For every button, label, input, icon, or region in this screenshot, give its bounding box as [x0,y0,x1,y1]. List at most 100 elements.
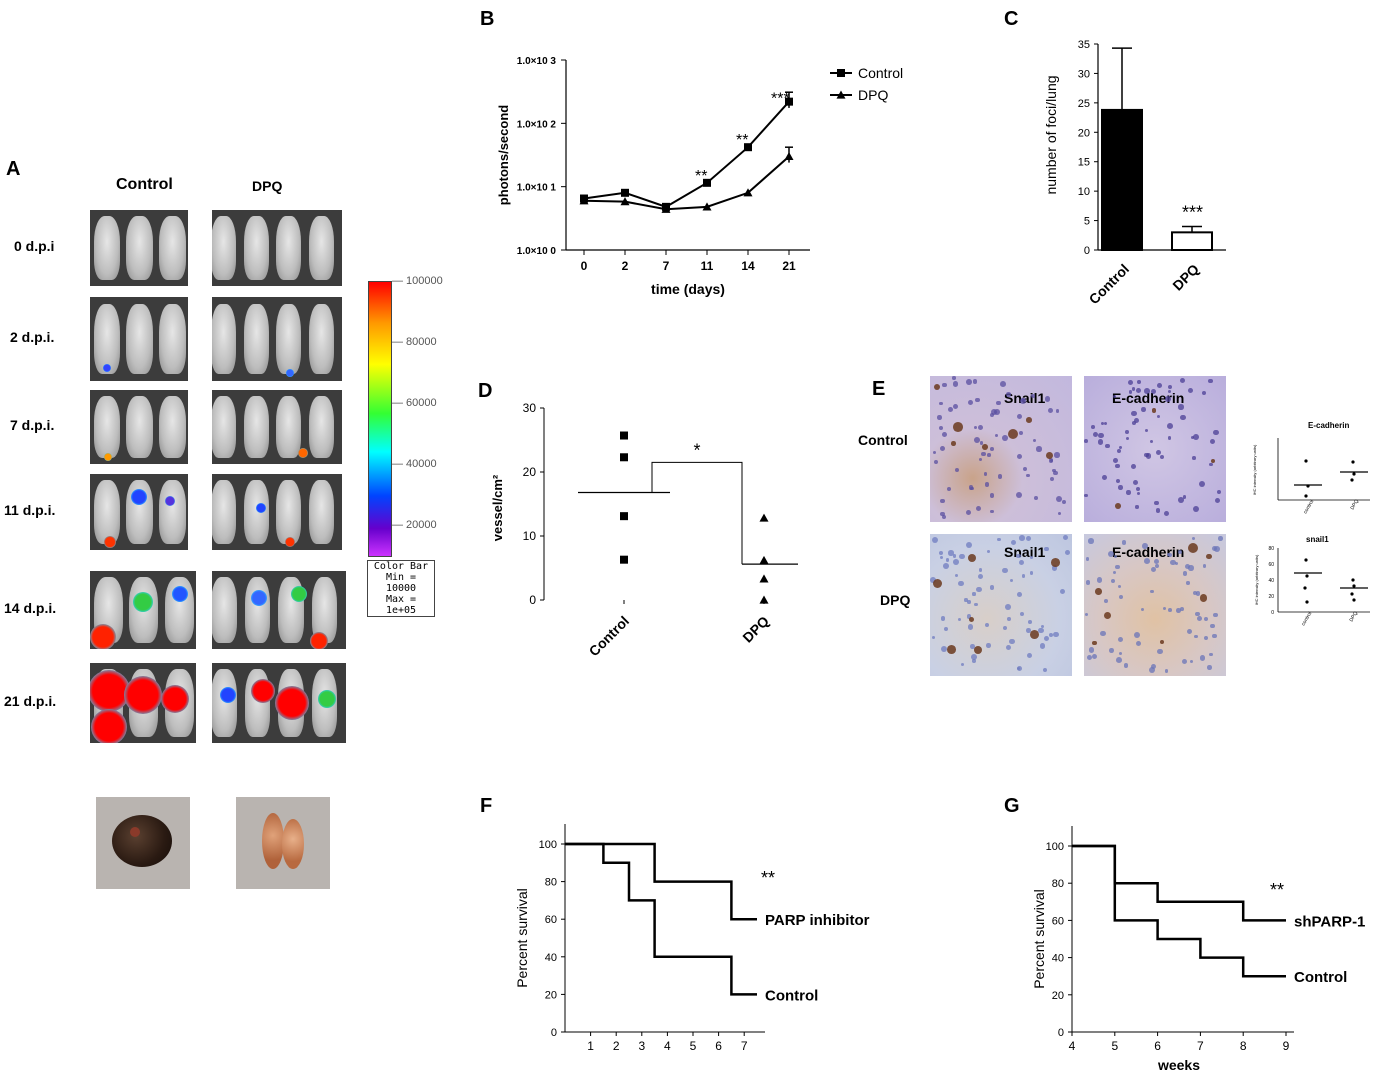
cell-nucleus [1150,663,1157,669]
cell-nucleus [997,474,1002,479]
c-category-label: Control [1086,261,1133,308]
mouse-image-control [90,571,196,649]
cell-nucleus [1117,449,1121,453]
cell-nucleus [1019,397,1026,404]
mouse [158,216,186,280]
cell-nucleus [1006,392,1011,397]
colorbar-caption-max: Max = 1e+05 [385,594,417,616]
colorbar-tick: — 40000 [392,458,437,470]
cell-nucleus [959,553,966,560]
cell-nucleus [1150,440,1154,444]
cell-nucleus [1202,564,1207,568]
lung-photo-dpq [236,797,330,889]
cell-nucleus [972,592,976,596]
cell-nucleus [1041,625,1045,629]
cell-nucleus [1182,571,1188,576]
cell-nucleus [1104,598,1108,603]
cell-nucleus [1112,394,1116,398]
panel-d-chart: 0 10 20 30 vessel/cm² Control DPQ * [490,401,798,659]
luminescence-signal [285,537,295,548]
b-point-control [744,143,752,152]
mini-snail-ytick: 20 [1268,594,1274,600]
cell-nucleus [1053,470,1058,476]
d-point-control [620,453,628,462]
cell-nucleus [978,458,982,462]
d-ytick-label: 10 [523,529,537,543]
cell-nucleus [1118,445,1123,449]
cell-nucleus [1180,414,1186,421]
mini-snail-ytick: 80 [1268,546,1274,552]
d-significance: * [693,440,700,460]
cell-nucleus [943,562,949,569]
cell-nucleus [976,586,982,593]
luminescence-signal [131,488,147,505]
cell-nucleus [964,598,968,602]
brown-stain [951,440,956,446]
mouse-image-dpq [212,390,342,464]
luminescence-signal [103,536,116,549]
cell-nucleus [1201,390,1207,396]
mouse-image-control [90,474,188,550]
cell-nucleus [972,379,978,384]
brown-stain [1188,542,1199,554]
cell-nucleus [1144,558,1150,564]
panel-a-row-label: 11 d.p.i. [4,502,56,518]
luminescence-signal [90,670,131,712]
cell-nucleus [1101,475,1107,480]
panel-a-letter: A [6,158,21,180]
cell-nucleus [1177,497,1184,504]
curve-label: Control [1294,969,1347,986]
cell-nucleus [1063,534,1069,540]
b-point-control [703,178,711,187]
cell-nucleus [1191,537,1195,541]
cell-nucleus [1209,438,1215,445]
d-point-dpq [759,574,769,583]
b-series-line-Control [583,100,790,208]
cell-nucleus [1168,553,1173,558]
cell-nucleus [1170,559,1176,565]
cell-nucleus [1159,455,1164,460]
cell-nucleus [940,499,945,504]
cell-nucleus [967,624,974,630]
cell-nucleus [990,509,994,514]
panel-a-row-label: 14 d.p.i. [4,600,57,616]
b-significance: *** [771,91,790,108]
cell-nucleus [1016,413,1023,419]
cell-nucleus [1175,607,1181,613]
mouse [243,480,269,544]
significance: ** [1270,880,1284,900]
cell-nucleus [1029,571,1033,575]
cell-nucleus [939,555,944,560]
cell-nucleus [1108,648,1114,653]
cell-nucleus [984,623,989,628]
luminescence-signal [90,624,116,649]
cell-nucleus [931,635,936,639]
b-ytick-label: 1.0×10 1 [517,183,557,194]
cell-nucleus [974,602,978,607]
colorbar-tick: — 100000 [392,275,443,287]
cell-nucleus [996,400,1001,406]
b-ytick-label: 1.0×10 3 [517,56,557,67]
c-ytick-label: 20 [1078,127,1090,139]
mouse [308,395,334,459]
cell-nucleus [1150,589,1154,594]
d-point-dpq [759,513,769,522]
cell-nucleus [1178,404,1184,410]
brown-stain [1026,416,1032,423]
brown-stain [947,645,957,655]
cell-nucleus [1113,458,1118,463]
xtick-label: 6 [715,1039,722,1053]
cell-nucleus [1117,584,1122,589]
cell-nucleus [1167,384,1172,389]
cell-nucleus [1212,429,1219,436]
cell-nucleus [1137,491,1141,495]
cell-nucleus [1167,436,1172,441]
cell-nucleus [1092,654,1098,660]
cell-nucleus [1163,607,1167,611]
brown-stain [968,617,974,623]
b-xtick-label: 14 [741,259,755,273]
cell-nucleus [1203,635,1208,640]
cell-nucleus [938,425,944,431]
cell-nucleus [941,646,948,653]
significance: ** [761,868,775,888]
